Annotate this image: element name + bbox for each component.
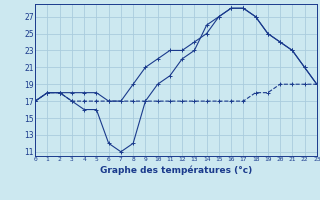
X-axis label: Graphe des températures (°c): Graphe des températures (°c) bbox=[100, 165, 252, 175]
